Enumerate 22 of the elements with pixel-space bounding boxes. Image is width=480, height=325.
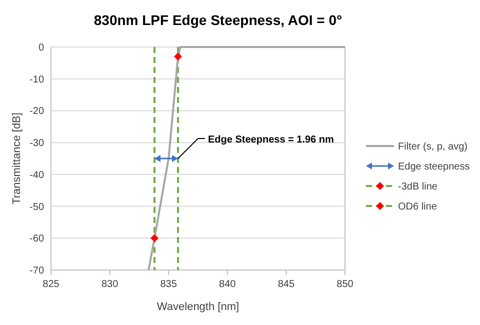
y-tick-label: -20 bbox=[30, 106, 44, 118]
y-tick-label: -30 bbox=[30, 138, 44, 150]
legend-label: OD6 line bbox=[398, 202, 438, 212]
y-tick-label: -50 bbox=[30, 202, 44, 213]
y-tick-label: -40 bbox=[30, 170, 44, 181]
legend-label: -3dB line bbox=[398, 182, 438, 192]
x-tick-label: 835 bbox=[160, 279, 178, 290]
x-tick-label: 845 bbox=[278, 279, 295, 290]
annotation: Edge Steepness = 1.96 nm bbox=[208, 134, 334, 146]
chart-title: 830nm LPF Edge Steepness, AOI = 0° bbox=[94, 12, 342, 28]
y-tick-label: 0 bbox=[38, 42, 44, 54]
legend-label: Filter (s, p, avg) bbox=[398, 142, 468, 152]
y-axis-title: Transmittance [dB] bbox=[11, 112, 23, 204]
text: Edge steepness bbox=[398, 162, 470, 172]
x-tick-label: 840 bbox=[219, 279, 236, 290]
y-tick-label: -10 bbox=[30, 74, 44, 86]
x-axis-title: Wavelength [nm] bbox=[156, 301, 240, 313]
x-tick-label: 830 bbox=[101, 279, 119, 290]
x-tick-label: 825 bbox=[42, 279, 60, 290]
y-tick-label: -70 bbox=[30, 266, 44, 276]
x-tick-label: 850 bbox=[336, 279, 354, 290]
y-tick-label: -60 bbox=[30, 234, 44, 245]
